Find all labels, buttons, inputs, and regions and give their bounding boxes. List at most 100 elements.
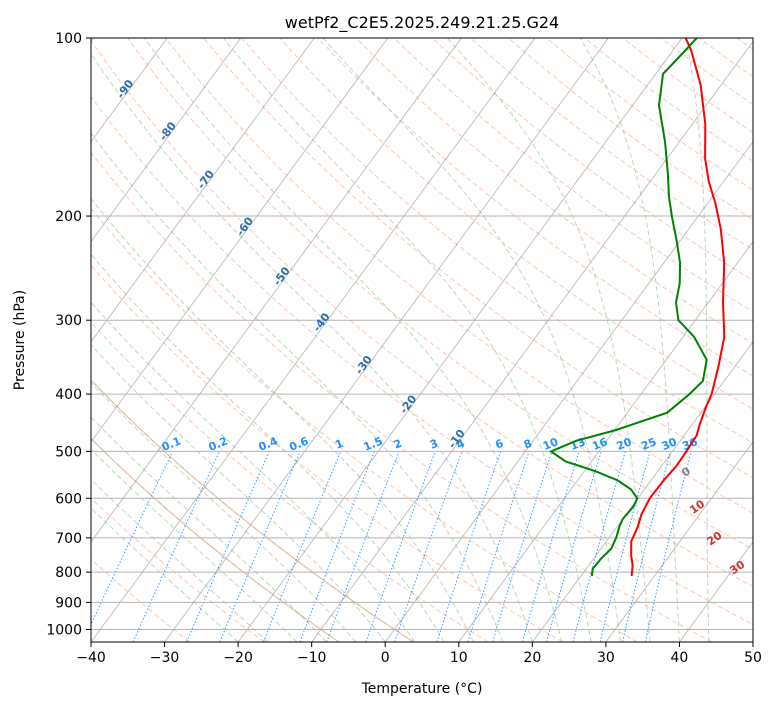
plot-frame <box>90 37 754 643</box>
mixing-ratio-line <box>186 451 270 642</box>
mixing-ratio-line <box>326 451 400 642</box>
mixing-ratio-label: 1 <box>333 437 345 452</box>
mixing-ratio-label: 20 <box>615 435 634 453</box>
isotherm <box>91 38 168 143</box>
x-axis-label: Temperature (°C) <box>361 681 483 697</box>
mixing-ratio-label: 2 <box>392 437 404 452</box>
isotherm <box>311 40 753 642</box>
isotherm-label: -70 <box>195 168 217 192</box>
moist-adiabat-label: 40 <box>752 584 772 604</box>
mixing-ratio-line <box>394 451 463 642</box>
y-tick-label: 100 <box>55 31 82 47</box>
isotherm <box>91 38 536 642</box>
moist-adiabat <box>91 448 298 642</box>
moist-adiabat <box>91 53 533 642</box>
x-tick-label: 50 <box>744 650 762 666</box>
moist-adiabat <box>446 38 651 642</box>
mixing-ratio-line <box>219 451 301 642</box>
dry-adiabat <box>91 558 191 642</box>
isotherm-label: -20 <box>397 392 419 416</box>
moist-adiabat <box>223 38 592 642</box>
isotherm <box>91 38 242 243</box>
y-tick-label: 500 <box>55 444 82 460</box>
mixing-ratio-line <box>572 451 626 642</box>
isotherm <box>532 341 753 642</box>
chart-title: wetPf2_C2E5.2025.249.21.25.G24 <box>285 13 559 33</box>
y-tick-label: 300 <box>55 313 82 329</box>
dry-adiabat <box>91 151 713 642</box>
x-tick-label: 10 <box>450 650 468 666</box>
moist-adiabat <box>685 38 710 642</box>
dry-adiabat <box>165 38 753 514</box>
moist-adiabat <box>91 478 268 642</box>
line-labels: -100-90-80-70-60-50-40-30-20-100.1 0.2 0.4… <box>91 38 772 604</box>
isotherm <box>605 441 753 642</box>
mixing-ratio-line <box>91 451 174 626</box>
dewpoint-profile <box>548 38 708 577</box>
mixing-ratio-line <box>522 451 580 642</box>
dry-adiabat <box>698 38 753 78</box>
mixing-ratio-line <box>365 451 436 642</box>
pressure-gridlines <box>91 38 753 630</box>
temperature-profile <box>630 38 726 577</box>
x-tick-label: 30 <box>597 650 615 666</box>
mixing-ratio-label: 10 <box>541 435 560 453</box>
mixing-ratio-lines <box>91 451 692 642</box>
isotherm-label: -80 <box>157 119 179 143</box>
mixing-ratio-label: 6 <box>493 437 505 452</box>
isotherm <box>384 140 753 642</box>
isotherm-label: -30 <box>353 353 375 377</box>
dry-adiabat <box>91 207 638 642</box>
mixing-ratio-line <box>546 451 602 642</box>
dry-adiabat <box>736 38 753 50</box>
dry-adiabat <box>91 95 753 626</box>
isotherm <box>458 241 753 642</box>
mixing-ratio-line <box>492 451 553 642</box>
dry-adiabat <box>660 38 753 105</box>
x-tick-label: −10 <box>297 650 327 666</box>
isotherm <box>91 38 389 443</box>
isotherm <box>164 38 609 642</box>
moist-adiabat <box>91 343 386 642</box>
moist-adiabats <box>91 38 710 642</box>
moist-adiabat <box>322 38 622 642</box>
isotherm-label: -60 <box>234 214 256 238</box>
moist-adiabat <box>579 38 680 642</box>
mixing-ratio-line <box>467 451 530 642</box>
dry-adiabat <box>279 38 753 410</box>
y-tick-label: 900 <box>55 595 82 611</box>
dry-adiabat <box>91 321 489 642</box>
mixing-ratio-label: 3 <box>428 437 440 452</box>
isotherm-label: -40 <box>310 310 332 334</box>
y-tick-label: 200 <box>55 209 82 225</box>
moist-adiabat <box>143 38 563 642</box>
y-tick-label: 700 <box>55 531 82 547</box>
mixing-ratio-label: 8 <box>522 437 534 452</box>
mixing-ratio-label: 16 <box>590 435 609 453</box>
plot-area: -100-90-80-70-60-50-40-30-20-100.1 0.2 0.4… <box>91 38 772 642</box>
isotherm-label: -90 <box>114 77 136 101</box>
mixing-ratio-line <box>644 451 692 642</box>
moist-adiabat <box>91 197 474 642</box>
x-tick-label: 20 <box>523 650 541 666</box>
x-axis: −40 −30 −20 −10 0 10 20 30 40 50 <box>76 642 762 666</box>
isotherm <box>91 38 315 343</box>
x-tick-label: −40 <box>76 650 106 666</box>
dry-adiabat <box>546 38 753 191</box>
moist-adiabat <box>91 381 357 642</box>
y-tick-label: 400 <box>55 387 82 403</box>
moist-adiabat <box>91 507 239 642</box>
dry-adiabat <box>91 497 265 642</box>
mixing-ratio-label: 30 <box>660 435 679 453</box>
x-tick-label: −30 <box>150 650 180 666</box>
dry-adiabat <box>126 38 753 550</box>
mixing-ratio-line <box>599 451 651 642</box>
dry-adiabat <box>241 38 753 444</box>
isotherm-label: -50 <box>271 264 293 288</box>
dry-adiabat <box>91 39 753 588</box>
isotherm <box>679 541 753 642</box>
moist-adiabat <box>91 301 416 642</box>
dry-adiabat-arc <box>91 437 340 642</box>
y-axis: 100 200 300 400 500 600 700 800 900 1000 <box>46 31 91 638</box>
